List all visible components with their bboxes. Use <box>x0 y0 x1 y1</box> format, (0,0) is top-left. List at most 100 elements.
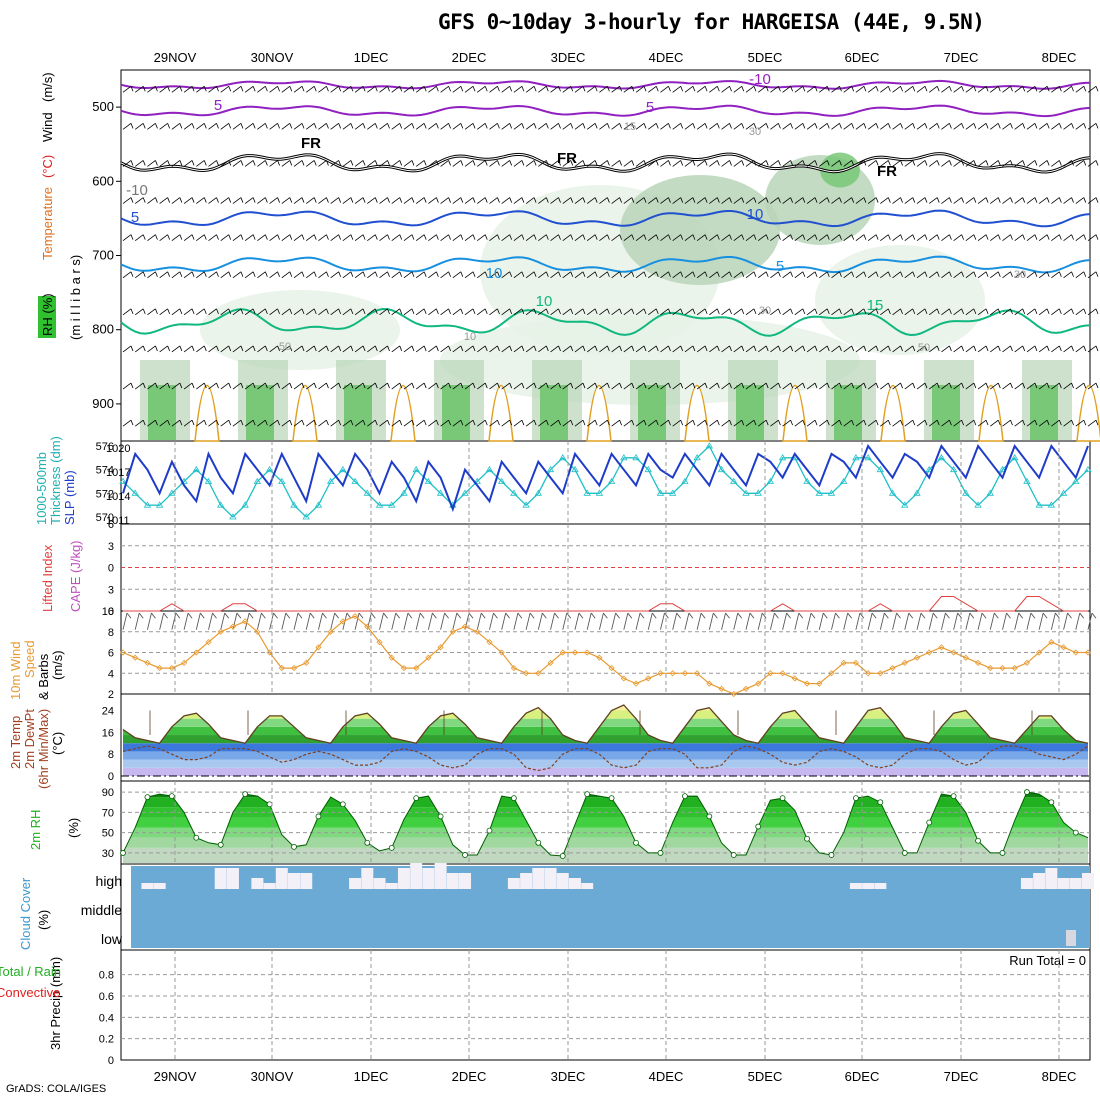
wind-tick: 8 <box>108 627 114 639</box>
surface-wind-barb <box>1038 612 1044 630</box>
rh2m-point <box>706 813 713 820</box>
wind-tick: 4 <box>108 668 114 680</box>
wind-barb <box>611 160 620 167</box>
wind-barb <box>513 85 523 93</box>
date-label-top: 1DEC <box>354 50 389 65</box>
wind-barb <box>159 271 168 279</box>
surface-wind-barb <box>611 612 617 630</box>
surface-wind-feather <box>395 612 401 619</box>
wind-barb-feather <box>729 345 732 352</box>
wind-barb <box>831 345 840 353</box>
wind-barb-feather <box>497 234 500 240</box>
wind-barb <box>159 382 168 390</box>
wind-barb-feather <box>985 271 989 277</box>
wind-barb <box>660 160 669 167</box>
wind-barb <box>635 345 645 353</box>
rh2m-line <box>122 791 1089 857</box>
wind-barb-feather <box>716 234 720 240</box>
thickness-point <box>607 477 616 484</box>
wind-barb <box>941 160 950 167</box>
thickness-point <box>204 477 213 484</box>
wind-speed-point <box>1048 639 1055 646</box>
thickness-point <box>998 465 1007 473</box>
wind-barb-feather <box>887 271 891 277</box>
wind-barb-feather <box>252 308 256 315</box>
rh2m-point <box>999 850 1006 856</box>
wind-barb <box>965 123 975 130</box>
wind-barb-feather <box>1022 345 1026 352</box>
temp-line <box>122 704 1089 744</box>
wind-barb <box>965 419 975 427</box>
wind-speed-point <box>217 628 224 635</box>
wind-barb-feather <box>619 197 622 203</box>
wind-barb <box>440 197 449 204</box>
barbs-label: & Barbs <box>36 653 51 700</box>
wind-barb <box>1026 382 1036 390</box>
wind-barb-feather <box>668 345 671 352</box>
wind-barb-feather <box>961 308 965 315</box>
thickness-unit-label: Thickness (dm) <box>48 436 63 525</box>
wind-barb <box>806 308 816 316</box>
wind-barb <box>538 382 547 390</box>
wind-barb-feather <box>436 123 439 129</box>
surface-wind-barb <box>501 612 507 630</box>
wind-barb-feather <box>582 160 586 166</box>
surface-wind-barb <box>476 612 482 630</box>
wind-barb <box>990 197 999 204</box>
wind-barb <box>831 419 840 427</box>
wind-barb <box>867 382 877 390</box>
wind-barb <box>1051 271 1060 279</box>
wind-barb-feather <box>741 234 745 240</box>
rh-region <box>200 290 400 370</box>
wind-barb-feather <box>790 86 793 92</box>
wind-barb <box>941 271 950 279</box>
wind-barb-feather <box>436 234 439 240</box>
wind-barb-feather <box>436 197 439 203</box>
wind-barb-feather <box>484 382 488 389</box>
surface-wind-feather <box>639 612 645 619</box>
contour-label: 10 <box>747 206 764 223</box>
surface-wind-feather <box>871 612 877 619</box>
wind-speed-point <box>547 659 554 666</box>
wind-barb-feather <box>191 197 195 203</box>
wind-barb <box>819 85 828 93</box>
surface-wind-feather <box>1091 612 1097 619</box>
wind-barb-feather <box>802 382 806 389</box>
wind-barb-feather <box>338 382 342 389</box>
wind-barb <box>611 345 620 353</box>
wind-barb-feather <box>558 123 561 129</box>
wind-barb <box>1014 123 1023 130</box>
wind-barb-feather <box>228 160 232 166</box>
wind-barb <box>220 234 229 241</box>
mb-label-group: (m i l l i b a r s) <box>68 255 83 340</box>
wind-barb <box>525 160 535 167</box>
wind-barb-feather <box>753 160 757 166</box>
wind-barb-feather <box>448 160 451 166</box>
surface-wind-feather <box>920 612 926 619</box>
wind-barb-feather <box>326 197 329 203</box>
wind-barb-feather <box>1010 86 1013 92</box>
wind-barb <box>208 160 217 167</box>
wind-barb <box>831 271 840 279</box>
wind-barb-feather <box>643 160 647 166</box>
wind-barb <box>464 160 474 167</box>
wind-barb-feather <box>619 86 622 92</box>
wind-barb-feather <box>778 123 781 129</box>
wind-barb <box>134 382 144 390</box>
surface-wind-barb <box>696 612 702 630</box>
wind-barb-feather <box>851 234 855 240</box>
wind-barb-feather <box>533 382 537 389</box>
surface-wind-feather <box>407 612 413 619</box>
wind-barb <box>562 160 571 167</box>
wind-tick: 10 <box>102 606 114 618</box>
wind-barb <box>293 345 303 353</box>
wind-barb-feather <box>509 123 513 129</box>
rh-lowlevel-core <box>442 385 470 440</box>
wind-barb <box>1014 271 1023 279</box>
precip-label: 3hr Precip (mm) <box>48 957 63 1050</box>
wind-barb-feather <box>680 160 684 166</box>
surface-wind-barb <box>586 612 592 630</box>
wind-barb-feather <box>374 86 378 92</box>
wind-barb <box>440 123 449 130</box>
wind-barb <box>562 123 571 130</box>
